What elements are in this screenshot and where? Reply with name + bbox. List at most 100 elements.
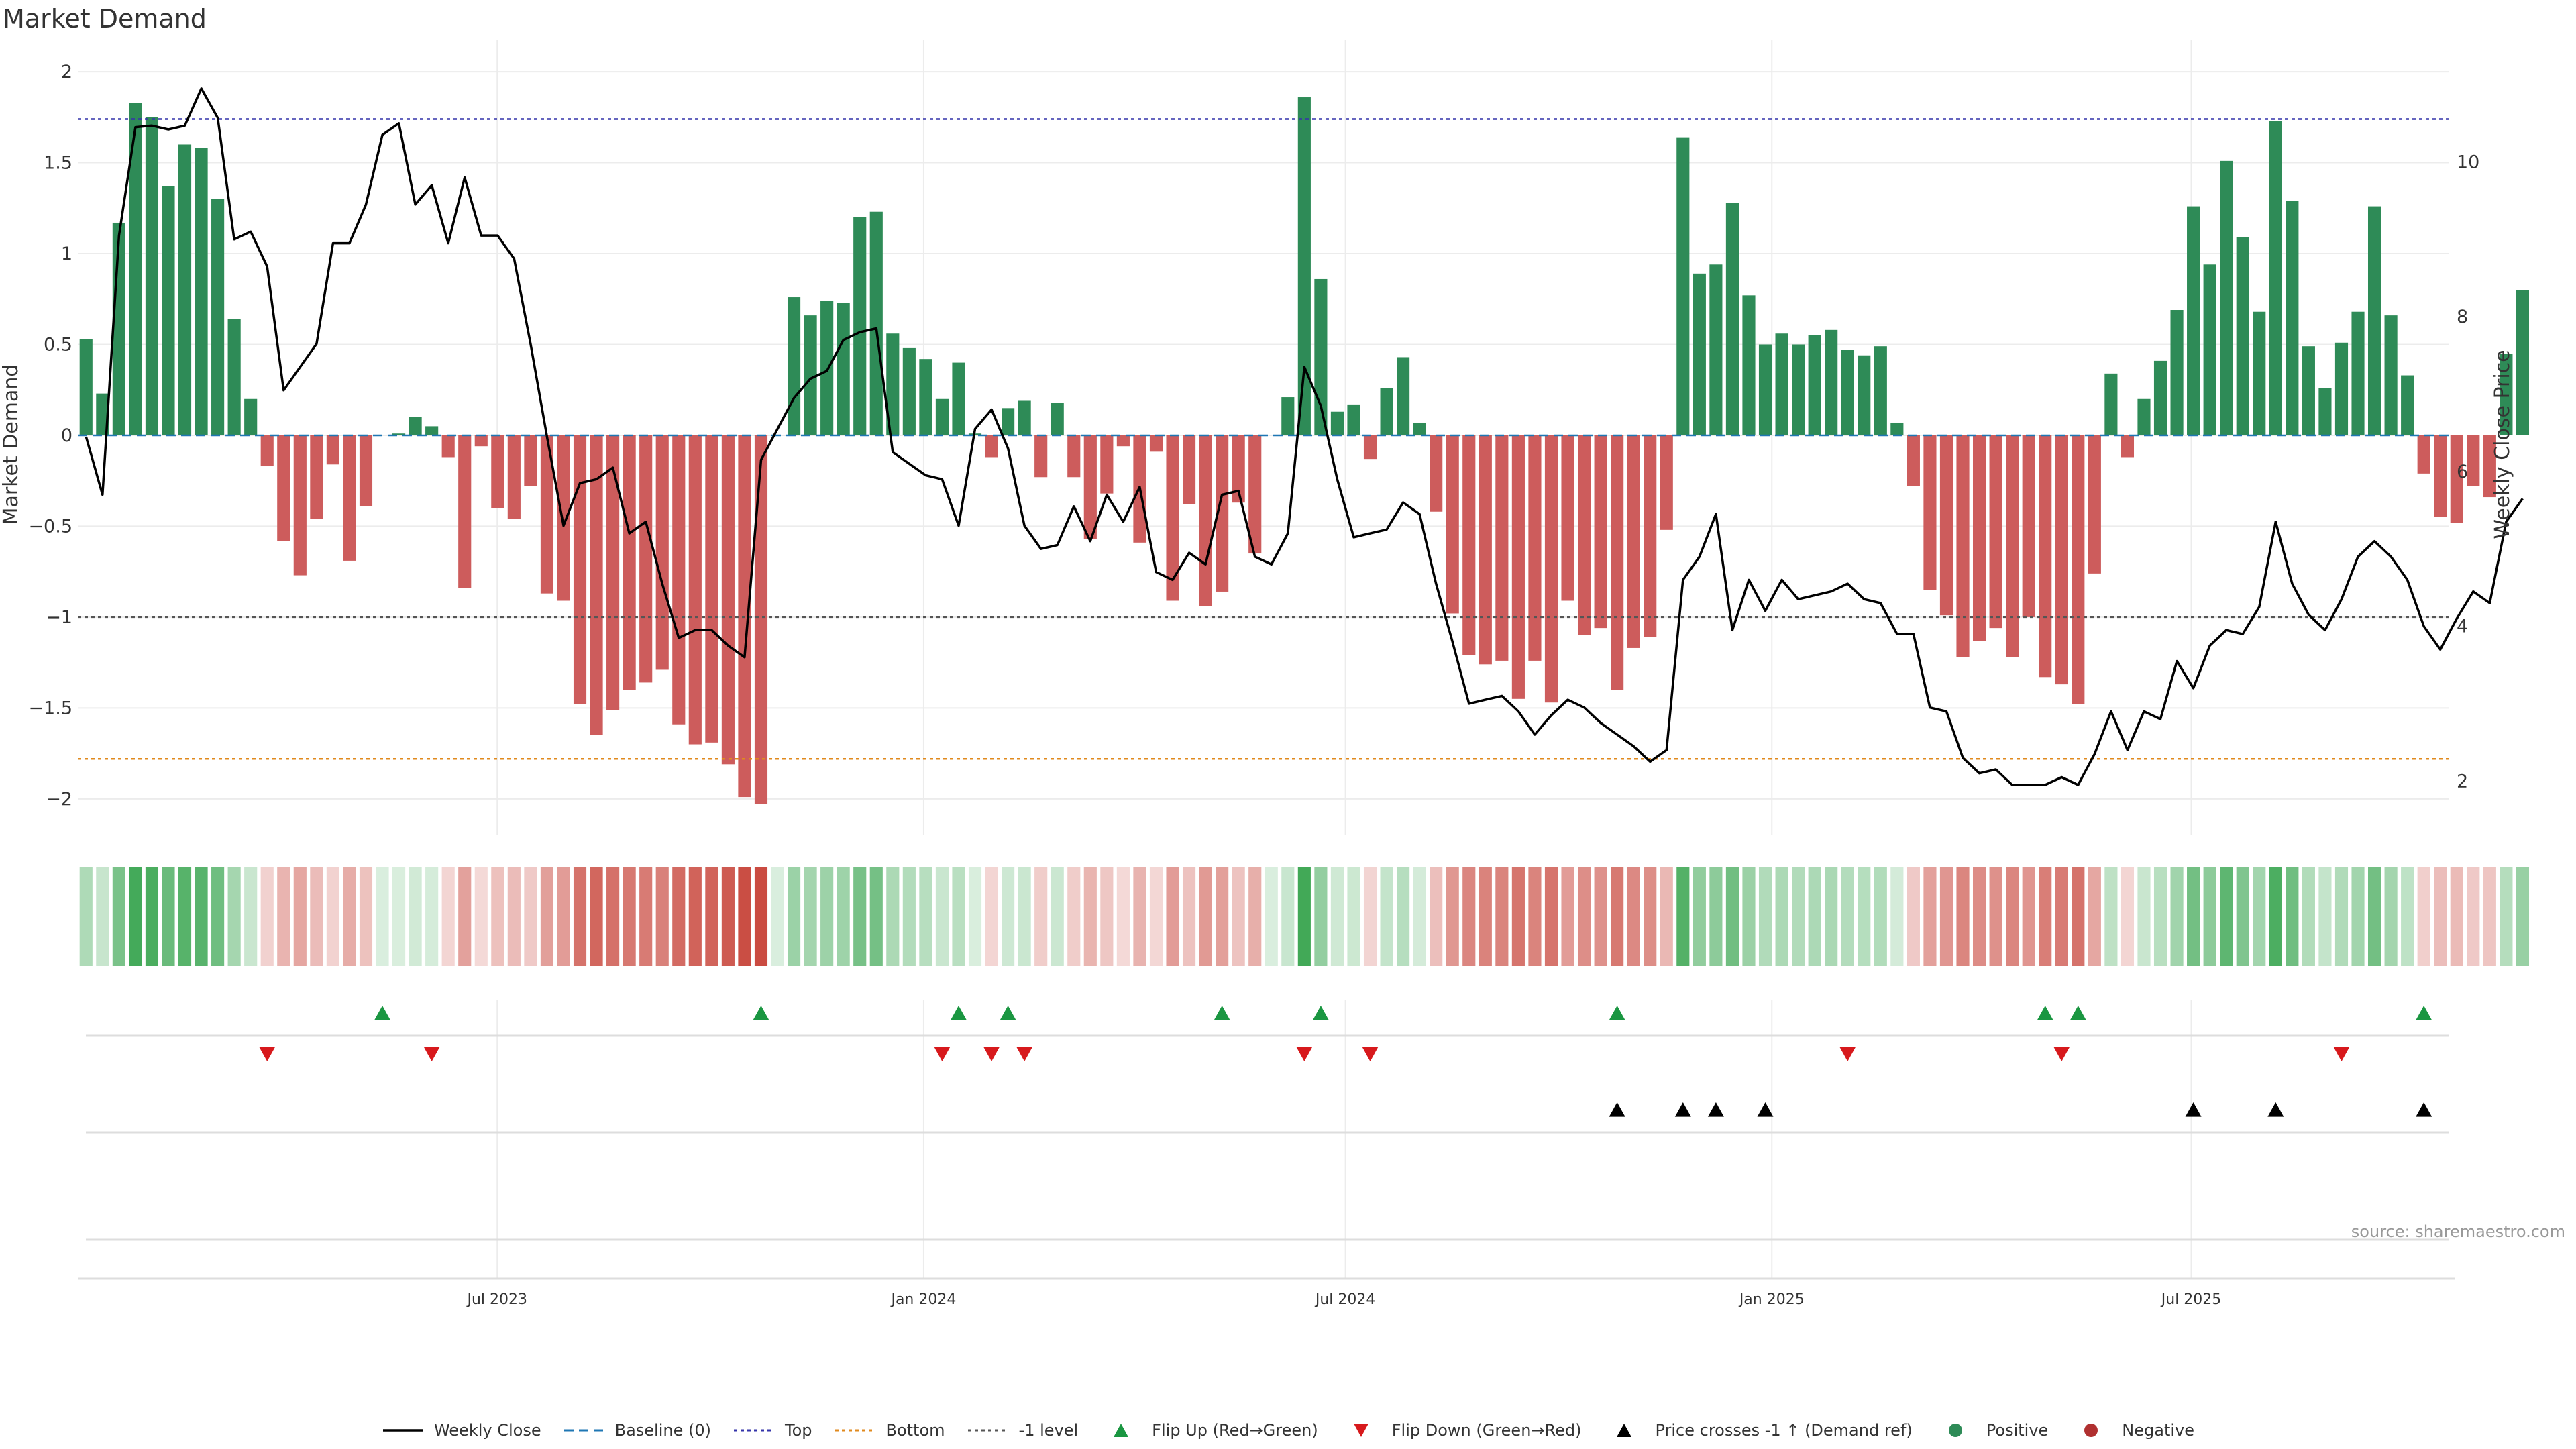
price-cross-marker (1674, 1102, 1691, 1117)
demand-bar (2384, 315, 2398, 435)
y-tick-label: 1.5 (44, 153, 72, 174)
demand-bar (1413, 422, 1426, 435)
legend-item: Top (733, 1421, 812, 1440)
demand-bar (2220, 160, 2233, 435)
flip-up-marker (950, 1006, 967, 1020)
demand-bar (1825, 329, 1838, 435)
heat-cell (441, 867, 455, 966)
legend-label: Negative (2122, 1421, 2195, 1440)
y-tick-label: −0.5 (28, 516, 72, 537)
demand-bar (2104, 373, 2118, 435)
demand-bar (1297, 97, 1311, 435)
demand-bar (2483, 435, 2496, 498)
legend-label: Flip Down (Green→Red) (1391, 1421, 1582, 1440)
heat-cell (1446, 867, 1459, 966)
heat-cell (1725, 867, 1739, 966)
demand-bar (738, 435, 751, 798)
demand-bar (2039, 435, 2052, 678)
heat-cell (1067, 867, 1081, 966)
heat-cell (145, 867, 159, 966)
demand-bar (458, 435, 472, 588)
x-tick-label: Jul 2024 (1314, 1291, 1376, 1308)
heat-cell (2137, 867, 2151, 966)
demand-bar (2055, 435, 2068, 685)
heat-cell (2516, 867, 2530, 966)
heat-cell (1792, 867, 1805, 966)
heat-cell (1528, 867, 1542, 966)
heat-cell (754, 867, 768, 966)
demand-bar (2516, 290, 2530, 435)
demand-bar (721, 435, 735, 765)
flip-up-marker (374, 1006, 391, 1020)
line-dotted-icon (967, 1429, 1008, 1432)
heat-cell (178, 867, 192, 966)
demand-bar (1644, 435, 1657, 637)
flip-up-marker (1312, 1006, 1329, 1020)
heat-cell (310, 867, 323, 966)
heat-cell (129, 867, 142, 966)
demand-bar (112, 222, 125, 435)
demand-bar (1676, 137, 1690, 435)
demand-bar (2088, 435, 2101, 574)
heat-cell (1002, 867, 1015, 966)
heat-cell (474, 867, 488, 966)
legend-item: Price crosses -1 ↑ (Demand ref) (1603, 1421, 1913, 1440)
flip-up-marker (1609, 1006, 1625, 1020)
heat-cell (1462, 867, 1476, 966)
demand-bar (1577, 435, 1591, 635)
heat-cell (293, 867, 307, 966)
demand-bar (1709, 264, 1723, 435)
demand-bar (1479, 435, 1492, 665)
demand-bar (902, 347, 916, 435)
demand-bar (1363, 435, 1377, 460)
heat-cell (1511, 867, 1525, 966)
demand-bar (392, 433, 406, 435)
legend-label: -1 level (1018, 1421, 1079, 1440)
heat-cell (2417, 867, 2430, 966)
heat-cell (1265, 867, 1278, 966)
demand-bar (1841, 350, 1854, 435)
heat-cell (952, 867, 965, 966)
heat-cell (1314, 867, 1328, 966)
heat-cell (837, 867, 850, 966)
demand-bar (1611, 435, 1624, 690)
heat-cell (2039, 867, 2052, 966)
flip-down-marker (983, 1046, 1000, 1061)
demand-bar (441, 435, 455, 458)
flip-up-marker (1214, 1006, 1230, 1020)
heat-cell (491, 867, 504, 966)
heat-cell (2302, 867, 2315, 966)
source-note: source: sharemaestro.com (2351, 1222, 2565, 1241)
heat-cell (260, 867, 274, 966)
x-tick-label: Jan 2025 (1738, 1291, 1805, 1308)
demand-bar (359, 435, 373, 506)
demand-bar (2334, 342, 2349, 435)
y-tick-label: 2 (61, 62, 72, 83)
heat-cell (1890, 867, 1904, 966)
heat-cell (639, 867, 653, 966)
heat-cell (1479, 867, 1492, 966)
heat-cell (1166, 867, 1179, 966)
heat-cell (211, 867, 225, 966)
demand-bar (1248, 435, 1262, 554)
heat-cell (1232, 867, 1245, 966)
heat-cell (2187, 867, 2200, 966)
heat-cell (343, 867, 356, 966)
heat-cell (1018, 867, 1031, 966)
heat-cell (79, 867, 93, 966)
demand-bar (2500, 354, 2513, 435)
heat-cell (573, 867, 587, 966)
demand-bar (623, 435, 636, 690)
price-cross-marker (1609, 1102, 1625, 1117)
triangle-down-icon (1353, 1424, 1368, 1437)
demand-bar (1002, 408, 1015, 435)
heat-cell (606, 867, 620, 966)
heat-cell (1874, 867, 1887, 966)
demand-bar (1067, 435, 1081, 478)
heat-cell (590, 867, 603, 966)
demand-bar (1594, 435, 1607, 629)
y-right-tick-label: 6 (2457, 462, 2468, 482)
price-line-layer (85, 87, 2524, 786)
heat-cell (1841, 867, 1854, 966)
demand-bar (2269, 121, 2282, 435)
